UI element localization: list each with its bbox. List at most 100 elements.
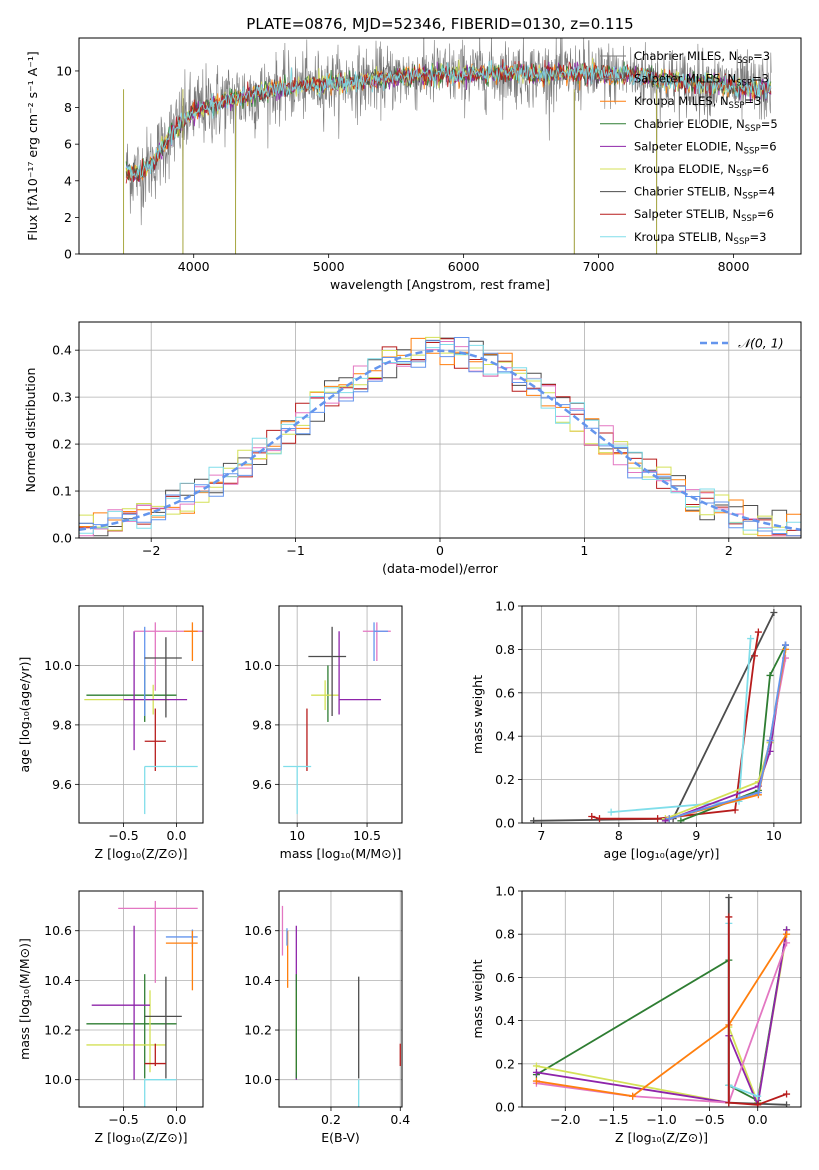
massweight-vs-age-series-line xyxy=(669,644,787,820)
massweight-vs-Z-point-marker xyxy=(532,1062,540,1070)
mass-vs-Z-errorbar xyxy=(86,974,177,1079)
massweight-vs-Z-ytick-label: 0.0 xyxy=(495,1100,515,1115)
mass-vs-EBV-ytick-label: 10.6 xyxy=(244,923,272,938)
massweight-vs-Z-point-marker xyxy=(532,1068,540,1076)
massweight-vs-Z-xtick-label: −0.5 xyxy=(694,1112,724,1127)
age-vs-mass-errorbar xyxy=(373,622,389,661)
spectrum-ytick-label: 6 xyxy=(64,137,72,152)
age-vs-mass-errorbar xyxy=(283,765,312,815)
spectrum-frame xyxy=(78,37,802,255)
age-vs-mass-points xyxy=(283,622,391,815)
mass-vs-Z-errorbar xyxy=(144,1043,166,1067)
mass-vs-EBV-ytick-label: 10.2 xyxy=(244,1023,272,1038)
spectrum-legend-label: Salpeter ELODIE, NSSP=6 xyxy=(634,139,777,156)
mass-vs-Z-ytick-label: 10.0 xyxy=(44,1072,72,1087)
age-vs-mass-ytick-label: 9.6 xyxy=(252,777,272,792)
massweight-vs-age-series-line xyxy=(591,631,760,820)
massweight-vs-age-xlabel: age [log₁₀(age/yr)] xyxy=(604,846,720,861)
massweight-vs-age-ytick-label: 0.0 xyxy=(495,816,515,831)
age-vs-Z-xlabel: Z [log₁₀(Z/Z⊙)] xyxy=(95,846,188,861)
massweight-vs-age-point-marker xyxy=(731,806,739,814)
mass-vs-Z-errorbar xyxy=(118,900,198,983)
figure-title: PLATE=0876, MJD=52346, FIBERID=0130, z=0… xyxy=(246,15,633,33)
spectrum-xlabel: wavelength [Angstrom, rest frame] xyxy=(330,277,550,292)
spectrum-ylabel: Flux [fλ10⁻¹⁷ erg cm⁻² s⁻¹ A⁻¹] xyxy=(25,51,40,240)
age-vs-Z-ytick-label: 9.8 xyxy=(52,717,72,732)
mass-vs-Z-xtick-label: 0.0 xyxy=(167,1112,187,1127)
age-vs-Z-errorbar xyxy=(183,622,198,661)
spectrum-lines xyxy=(123,38,772,254)
age-vs-Z-ytick-label: 10.0 xyxy=(44,658,72,673)
massweight-vs-age-series xyxy=(661,641,789,823)
massweight-vs-age-point-marker xyxy=(747,635,755,643)
mass-vs-EBV-xtick-label: 0.2 xyxy=(321,1112,341,1127)
massweight-vs-age-point-marker xyxy=(766,737,774,745)
mass-vs-Z-points xyxy=(86,900,198,1107)
mass-vs-EBV-xlabel: E(B-V) xyxy=(321,1130,360,1145)
normal-distribution-curve xyxy=(79,349,801,532)
age-vs-Z-frame xyxy=(78,605,204,824)
residuals-ytick-label: 0.0 xyxy=(52,531,72,546)
massweight-vs-age-point-marker xyxy=(751,652,758,660)
massweight-vs-age-ytick-label: 0.6 xyxy=(495,685,515,700)
massweight-vs-Z-point-marker xyxy=(754,1092,762,1100)
residuals-ytick-label: 0.1 xyxy=(52,484,72,499)
age-vs-mass-ytick-label: 10.0 xyxy=(244,658,272,673)
massweight-vs-Z-point-marker xyxy=(725,913,733,921)
residuals-xtick-label: 1 xyxy=(580,543,588,558)
massweight-vs-age-series-line xyxy=(611,638,752,813)
spectrum-xtick-label: 7000 xyxy=(583,259,615,274)
massweight-vs-age-point-marker xyxy=(596,815,603,823)
massweight-vs-age-ylabel: mass weight xyxy=(470,675,485,754)
massweight-vs-age-ytick-label: 0.8 xyxy=(495,642,515,657)
mass-vs-EBV-frame xyxy=(278,890,403,1108)
spectrum-xtick-label: 4000 xyxy=(178,259,210,274)
mass-vs-Z-frame xyxy=(78,890,204,1108)
residuals-xtick-label: −1 xyxy=(286,543,304,558)
residuals-ytick-label: 0.2 xyxy=(52,437,72,452)
spectrum-model-line xyxy=(125,60,772,179)
massweight-vs-Z-point-marker xyxy=(754,1101,762,1107)
age-vs-Z-xtick-label: 0.0 xyxy=(167,828,187,843)
massweight-vs-Z-point-marker xyxy=(629,1092,637,1100)
spectrum-ytick-label: 8 xyxy=(64,100,72,115)
massweight-vs-age-xtick-label: 7 xyxy=(537,828,545,843)
spectrum-ytick-label: 4 xyxy=(64,173,72,188)
age-vs-Z-errorbar xyxy=(144,637,182,718)
massweight-vs-Z-point-marker xyxy=(783,1101,791,1107)
age-vs-mass-errorbar xyxy=(311,680,340,711)
massweight-vs-age-series xyxy=(665,641,789,823)
massweight-vs-age-ytick-label: 0.2 xyxy=(495,772,515,787)
massweight-vs-Z-ytick-label: 0.2 xyxy=(495,1056,515,1071)
age-vs-Z-errorbar xyxy=(144,765,198,815)
spectrum-legend-label: Kroupa MILES, NSSP=3 xyxy=(634,94,761,111)
mass-vs-Z-xtick-label: −0.5 xyxy=(108,1112,138,1127)
massweight-vs-Z-frame xyxy=(521,890,802,1108)
age-vs-Z-ytick-label: 9.6 xyxy=(52,777,72,792)
residuals-ytick-label: 0.4 xyxy=(52,343,72,358)
mass-vs-EBV-ytick-label: 10.0 xyxy=(244,1072,272,1087)
massweight-vs-Z-series xyxy=(725,913,791,1107)
mass-vs-EBV-ytick-label: 10.4 xyxy=(244,973,272,988)
massweight-vs-Z-series xyxy=(532,930,791,1100)
mass-vs-Z-errorbar xyxy=(144,1079,177,1107)
mass-vs-EBV-axes: 0.2 0.4 10.0 10.2 10.4 10.6 E(B-V) xyxy=(244,891,410,1145)
spectrum-model-line xyxy=(125,59,772,184)
spectrum-legend-label: Chabrier ELODIE, NSSP=5 xyxy=(634,117,778,134)
mass-vs-Z-errorbar xyxy=(144,976,182,1079)
mass-vs-EBV-points xyxy=(281,905,401,1107)
massweight-vs-age-point-marker xyxy=(654,815,662,823)
spectrum-xtick-label: 8000 xyxy=(718,259,750,274)
spectrum-legend-label: Chabrier MILES, NSSP=3 xyxy=(634,49,770,66)
massweight-vs-age-point-marker xyxy=(665,815,673,823)
residuals-ylabel: Normed distribution xyxy=(23,368,38,493)
age-vs-Z-points xyxy=(84,622,203,815)
massweight-vs-age-xtick-label: 9 xyxy=(692,828,700,843)
age-vs-mass-xtick-label: 10 xyxy=(289,828,305,843)
residual-histogram-step xyxy=(79,337,801,537)
massweight-vs-age-point-marker xyxy=(661,817,669,823)
massweight-vs-age-point-marker xyxy=(677,817,685,823)
massweight-vs-Z-ylabel: mass weight xyxy=(470,959,485,1038)
massweight-vs-age-point-marker xyxy=(530,817,538,823)
